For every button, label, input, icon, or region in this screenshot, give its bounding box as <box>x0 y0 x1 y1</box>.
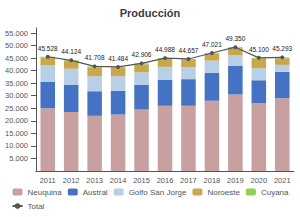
svg-text:45.528: 45.528 <box>38 45 58 52</box>
svg-text:44.124: 44.124 <box>61 48 81 55</box>
svg-text:35.000: 35.000 <box>5 79 28 88</box>
svg-text:2013: 2013 <box>86 176 103 185</box>
svg-text:30.000: 30.000 <box>5 91 28 100</box>
svg-text:Neuquina: Neuquina <box>28 188 63 197</box>
svg-text:45.293: 45.293 <box>272 45 292 52</box>
svg-text:5.000: 5.000 <box>9 154 28 163</box>
svg-text:20.000: 20.000 <box>5 116 28 125</box>
svg-text:2019: 2019 <box>227 176 244 185</box>
svg-text:50.000: 50.000 <box>5 41 28 50</box>
svg-text:Austral: Austral <box>83 188 108 197</box>
svg-text:42.906: 42.906 <box>132 51 152 58</box>
svg-text:2014: 2014 <box>110 176 127 185</box>
svg-text:Cuyana: Cuyana <box>261 188 289 197</box>
svg-text:44.988: 44.988 <box>155 46 175 53</box>
svg-text:55.000: 55.000 <box>5 29 28 38</box>
svg-text:2021: 2021 <box>274 176 291 185</box>
svg-text:2015: 2015 <box>133 176 150 185</box>
svg-text:Producción: Producción <box>120 7 181 19</box>
svg-text:41.484: 41.484 <box>108 55 128 62</box>
svg-text:45.100: 45.100 <box>249 46 269 53</box>
svg-text:2012: 2012 <box>63 176 80 185</box>
svg-text:45.000: 45.000 <box>5 54 28 63</box>
svg-text:15.000: 15.000 <box>5 129 28 138</box>
svg-text:Total: Total <box>28 202 45 211</box>
svg-text:2016: 2016 <box>157 176 174 185</box>
svg-text:44.657: 44.657 <box>179 47 199 54</box>
svg-text:2011: 2011 <box>40 176 56 185</box>
svg-text:2017: 2017 <box>180 176 197 185</box>
svg-text:47.021: 47.021 <box>202 41 222 48</box>
svg-text:41.708: 41.708 <box>85 54 105 61</box>
svg-text:2018: 2018 <box>204 176 221 185</box>
svg-text:Noroeste: Noroeste <box>207 188 240 197</box>
svg-text:40.000: 40.000 <box>5 66 28 75</box>
svg-text:Golfo San Jorge: Golfo San Jorge <box>129 188 187 197</box>
svg-text:25.000: 25.000 <box>5 104 28 113</box>
svg-text:49.350: 49.350 <box>225 35 245 42</box>
svg-text:10.000: 10.000 <box>5 141 28 150</box>
svg-text:2020: 2020 <box>250 176 267 185</box>
